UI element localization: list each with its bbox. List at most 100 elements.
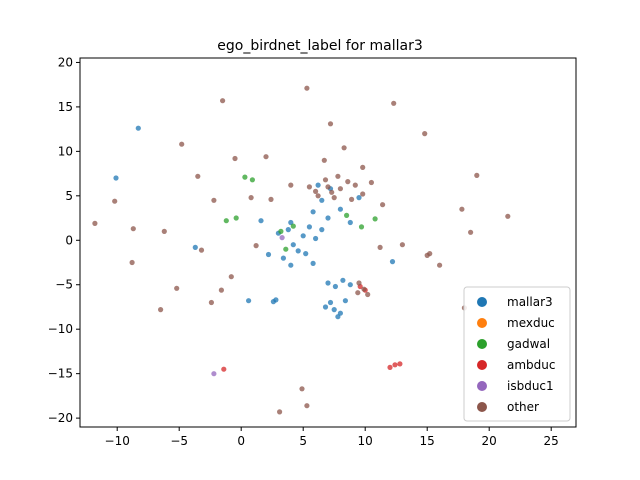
data-point-mallar3-13 xyxy=(342,298,348,304)
data-point-gadwal-6 xyxy=(372,216,378,222)
data-point-mallar3-4 xyxy=(295,248,301,254)
data-point-other-50 xyxy=(195,173,201,179)
data-point-other-35 xyxy=(228,274,234,280)
data-point-other-58 xyxy=(422,131,428,137)
legend-marker-mallar3 xyxy=(477,297,487,307)
data-point-gadwal-5 xyxy=(344,212,350,218)
points-layer xyxy=(92,85,511,415)
data-point-mallar3-39 xyxy=(315,182,321,188)
data-point-other-10 xyxy=(315,193,321,199)
y-tick-label-0: −20 xyxy=(48,411,73,425)
data-point-other-33 xyxy=(129,259,135,266)
data-point-other-43 xyxy=(380,202,386,208)
x-axis: −10 −5 0 5 10 15 20 25 xyxy=(105,427,559,448)
data-point-mallar3-16 xyxy=(340,277,346,283)
data-point-other-28 xyxy=(399,242,405,248)
data-point-mallar3-7 xyxy=(303,251,309,257)
data-point-other-57 xyxy=(360,164,366,170)
x-tick-label-5: 15 xyxy=(420,434,435,448)
data-point-other-16 xyxy=(355,290,361,296)
data-point-other-31 xyxy=(468,229,474,235)
data-point-mallar3-19 xyxy=(325,280,331,286)
y-tick-label-5: 5 xyxy=(65,189,73,203)
data-point-other-17 xyxy=(391,100,397,106)
legend-marker-isbduc1 xyxy=(477,381,487,391)
data-point-other-22 xyxy=(299,386,305,392)
data-point-ambduc-0 xyxy=(392,362,398,368)
legend-label-mexduc: mexduc xyxy=(507,316,555,330)
data-point-mallar3-37 xyxy=(325,215,331,221)
data-point-mallar3-29 xyxy=(356,195,362,201)
data-point-other-1 xyxy=(325,184,331,190)
data-point-mallar3-14 xyxy=(335,314,341,320)
data-point-other-7 xyxy=(360,191,366,197)
data-point-other-56 xyxy=(263,154,269,160)
x-tick-label-7: 25 xyxy=(544,434,559,448)
data-point-mallar3-38 xyxy=(347,219,353,226)
data-point-ambduc-5 xyxy=(221,366,227,372)
data-point-mallar3-35 xyxy=(258,218,264,224)
data-point-other-55 xyxy=(179,141,185,147)
data-point-other-19 xyxy=(304,85,310,91)
data-point-other-20 xyxy=(92,220,98,226)
data-point-isbduc1-1 xyxy=(279,235,285,241)
data-point-mallar3-17 xyxy=(332,283,338,290)
legend-label-gadwal: gadwal xyxy=(507,337,550,351)
data-point-other-11 xyxy=(349,196,355,202)
data-point-other-4 xyxy=(331,195,337,201)
data-point-mallar3-23 xyxy=(389,259,396,265)
data-point-other-49 xyxy=(377,244,383,250)
data-point-other-40 xyxy=(248,195,254,201)
x-tick-label-1: −5 xyxy=(170,434,188,448)
data-point-mallar3-10 xyxy=(331,307,337,313)
data-point-mallar3-27 xyxy=(337,206,343,212)
data-point-other-34 xyxy=(198,247,205,253)
data-point-other-2 xyxy=(337,186,343,192)
data-point-mallar3-32 xyxy=(288,262,294,268)
data-point-other-12 xyxy=(329,189,335,195)
data-point-gadwal-1 xyxy=(223,218,229,224)
data-point-other-25 xyxy=(474,172,480,178)
data-point-other-32 xyxy=(161,228,167,234)
data-point-other-27 xyxy=(424,252,430,258)
data-point-other-36 xyxy=(218,287,224,293)
data-point-mallar3-30 xyxy=(113,175,119,181)
x-tick-label-2: 0 xyxy=(237,434,245,448)
data-point-mallar3-34 xyxy=(310,260,316,266)
legend-label-ambduc: ambduc xyxy=(507,358,555,372)
data-point-mallar3-21 xyxy=(270,299,276,305)
data-point-other-29 xyxy=(459,206,465,212)
data-point-gadwal-4 xyxy=(290,223,296,229)
data-point-other-47 xyxy=(327,121,334,127)
data-point-isbduc1-0 xyxy=(211,371,217,377)
y-tick-label-2: −10 xyxy=(48,322,73,336)
data-point-other-15 xyxy=(365,291,371,298)
data-point-mallar3-2 xyxy=(306,224,312,230)
data-point-other-59 xyxy=(211,197,217,203)
data-point-other-18 xyxy=(220,98,226,104)
data-point-other-6 xyxy=(345,179,351,185)
y-tick-label-4: 0 xyxy=(65,233,73,247)
data-point-other-44 xyxy=(232,155,238,162)
data-point-other-14 xyxy=(361,286,367,292)
chart-title: ego_birdnet_label for mallar3 xyxy=(217,38,422,54)
data-point-other-37 xyxy=(208,299,214,306)
data-point-mallar3-1 xyxy=(300,233,306,239)
data-point-mallar3-3 xyxy=(285,227,291,233)
data-point-other-46 xyxy=(341,145,347,151)
legend-marker-gadwal xyxy=(477,339,487,349)
data-point-other-48 xyxy=(321,157,327,163)
data-point-gadwal-0 xyxy=(233,215,239,221)
data-point-other-41 xyxy=(253,243,259,249)
data-point-other-53 xyxy=(437,262,443,268)
data-point-mallar3-18 xyxy=(347,282,353,288)
data-point-gadwal-8 xyxy=(358,224,365,230)
legend-label-other: other xyxy=(507,400,539,414)
y-tick-label-8: 20 xyxy=(58,55,73,69)
data-point-mallar3-36 xyxy=(265,251,272,258)
data-point-mallar3-9 xyxy=(319,227,325,233)
x-tick-label-6: 20 xyxy=(482,434,497,448)
legend-marker-mexduc xyxy=(477,318,487,328)
data-point-mallar3-31 xyxy=(135,125,141,131)
